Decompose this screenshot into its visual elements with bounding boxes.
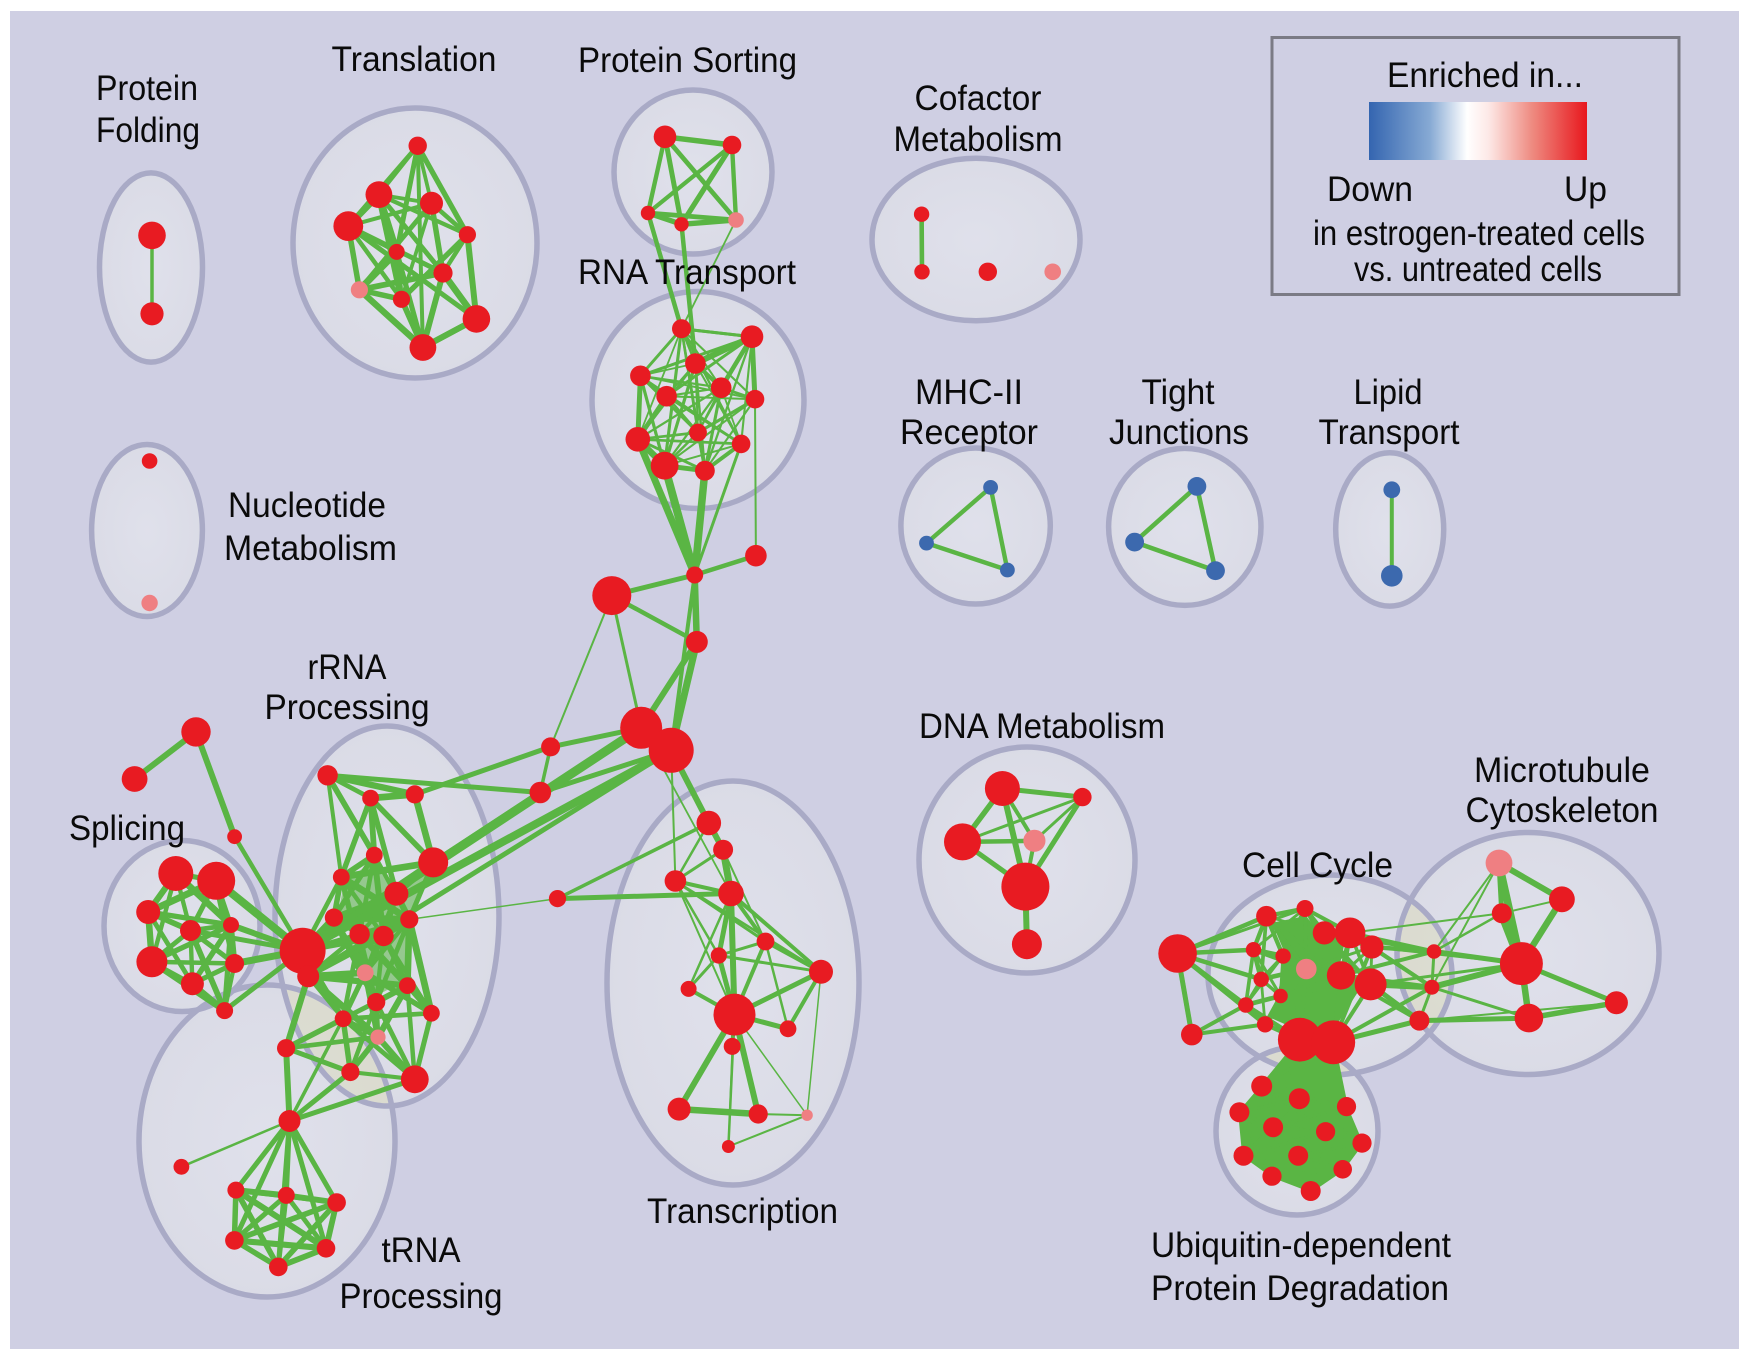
svg-text:vs. untreated cells: vs. untreated cells bbox=[1354, 250, 1602, 289]
svg-text:Enriched in...: Enriched in... bbox=[1387, 56, 1583, 95]
svg-text:Microtubule: Microtubule bbox=[1474, 751, 1650, 790]
svg-text:Down: Down bbox=[1327, 170, 1413, 209]
svg-text:Tight: Tight bbox=[1142, 373, 1215, 412]
svg-text:Protein Sorting: Protein Sorting bbox=[578, 41, 797, 80]
svg-text:Junctions: Junctions bbox=[1109, 413, 1249, 452]
svg-text:MHC-II: MHC-II bbox=[915, 373, 1023, 412]
svg-text:Up: Up bbox=[1564, 170, 1607, 209]
svg-text:Ubiquitin-dependent: Ubiquitin-dependent bbox=[1151, 1226, 1451, 1265]
svg-text:Cytoskeleton: Cytoskeleton bbox=[1466, 791, 1659, 830]
svg-text:Folding: Folding bbox=[96, 111, 200, 150]
svg-text:Nucleotide: Nucleotide bbox=[228, 486, 386, 525]
svg-text:in estrogen-treated cells: in estrogen-treated cells bbox=[1313, 214, 1645, 253]
svg-text:Translation: Translation bbox=[332, 40, 497, 79]
svg-text:Metabolism: Metabolism bbox=[894, 120, 1063, 159]
svg-text:Protein: Protein bbox=[96, 69, 198, 108]
svg-text:Receptor: Receptor bbox=[900, 413, 1038, 452]
svg-text:Processing: Processing bbox=[340, 1277, 503, 1316]
svg-text:Metabolism: Metabolism bbox=[224, 529, 397, 568]
svg-text:RNA Transport: RNA Transport bbox=[578, 253, 796, 292]
svg-text:Processing: Processing bbox=[265, 688, 430, 727]
svg-text:Transport: Transport bbox=[1319, 413, 1460, 452]
svg-text:Lipid: Lipid bbox=[1354, 373, 1423, 412]
svg-text:Cell Cycle: Cell Cycle bbox=[1242, 846, 1393, 885]
svg-text:rRNA: rRNA bbox=[308, 648, 388, 687]
svg-text:Transcription: Transcription bbox=[647, 1192, 838, 1231]
svg-text:Splicing: Splicing bbox=[69, 809, 185, 848]
svg-text:DNA Metabolism: DNA Metabolism bbox=[919, 707, 1165, 746]
svg-text:Protein Degradation: Protein Degradation bbox=[1151, 1269, 1449, 1308]
svg-text:Cofactor: Cofactor bbox=[915, 79, 1042, 118]
svg-text:tRNA: tRNA bbox=[382, 1231, 462, 1270]
